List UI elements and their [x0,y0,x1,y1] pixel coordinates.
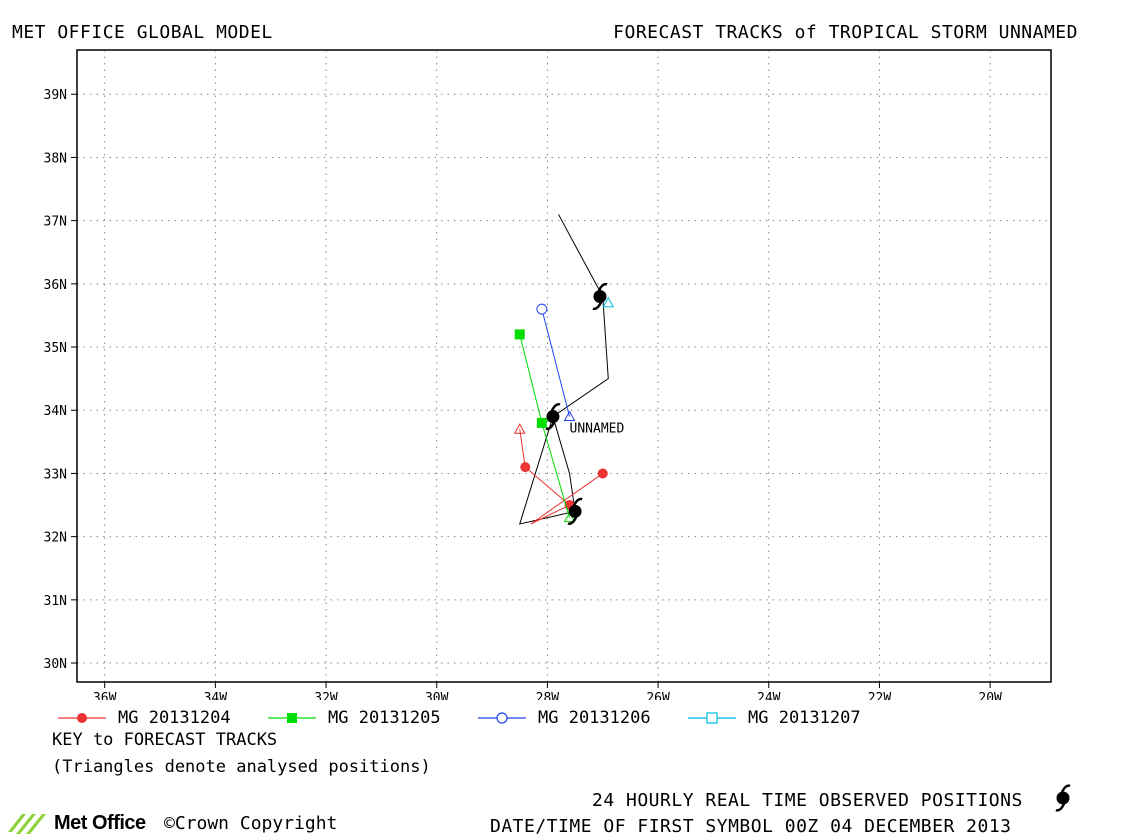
legend-label: MG 20131204 [118,708,231,728]
legend-item-20131205: MG 20131205 [266,708,441,728]
grid-lines [77,50,1051,682]
legend-swatch-cyan-square [688,712,736,724]
copyright: ©Crown Copyright [164,813,338,834]
tick-label-lat: 33N [44,467,67,482]
first-symbol-datetime: DATE/TIME OF FIRST SYMBOL 00Z 04 DECEMBE… [490,816,1012,837]
tick-label-lat: 37N [44,215,67,230]
tick-label-lon: 24W [757,691,781,700]
tick-label-lon: 28W [536,691,560,700]
tick-label-lat: 30N [44,657,67,672]
legend-label: MG 20131206 [538,708,651,728]
analysed-position-triangle [602,296,615,308]
tropical-storm-icon [1054,784,1072,812]
forecast-marker [597,468,608,479]
forecast-marker [536,417,547,428]
met-office-logo-icon [8,814,46,834]
tick-label-lat: 34N [44,404,67,419]
forecast-track-mg-20131207 [602,296,615,308]
legend-item-20131206: MG 20131206 [476,708,651,728]
tick-label-lat: 32N [44,531,67,546]
analysed-position-triangle [513,423,526,434]
legend-item-20131207: MG 20131207 [686,708,861,728]
forecast-track-mg-20131205 [514,329,576,523]
forecast-track-mg-20131204 [513,423,608,525]
tick-label-lat: 38N [44,151,67,166]
observed-positions-note: 24 HOURLY REAL TIME OBSERVED POSITIONS [592,790,1023,811]
analysed-position-triangle [563,511,576,523]
forecast-marker [514,329,525,340]
tick-label-lon: 20W [978,691,1002,700]
axis-ticks: 36W 34W 32W 30W 28W 26W 24W 22W 20W 30N 31N 32N 33N 3… [44,88,1003,700]
header-left-title: MET OFFICE GLOBAL MODEL [12,22,273,43]
tick-label-lat: 39N [44,88,67,103]
logo-text: Met Office [54,811,146,834]
tick-label-lon: 32W [314,691,338,700]
forecast-marker [520,462,531,473]
legend-swatch-red-circle [58,713,106,723]
tick-label-lon: 30W [425,691,449,700]
legend-item-20131204: MG 20131204 [56,708,231,728]
header-right-title: FORECAST TRACKS of TROPICAL STORM UNNAME… [613,22,1078,43]
tick-label-lat: 36N [44,278,67,293]
analysed-position-triangle [563,410,576,422]
legend-label: MG 20131205 [328,708,441,728]
met-office-logo: Met Office [8,810,146,836]
forecast-track-line [541,308,571,417]
legend-swatch-blue-circle [478,712,526,724]
legend-label: MG 20131207 [748,708,861,728]
forecast-marker [536,303,548,315]
observed-track-line [518,214,609,525]
map-frame [76,49,1052,683]
legend-swatch-green-square [268,713,316,723]
forecast-track-mg-20131206 [536,303,576,422]
tick-label-lat: 31N [44,594,67,609]
tropical-storm-icon [591,282,609,311]
key-note: (Triangles denote analysed positions) [52,757,431,777]
forecast-track-map: 36W 34W 32W 30W 28W 26W 24W 22W 20W 30N 31N 32N 33N 3… [44,49,1052,700]
observed-track [518,214,609,525]
tropical-storm-icon [544,402,562,431]
tick-label-lon: 36W [93,691,117,700]
tick-label-lon: 22W [868,691,892,700]
tick-label-lat: 35N [44,341,67,356]
forecast-tracks [513,296,615,525]
tick-label-lon: 34W [204,691,228,700]
observed-positions [544,282,609,525]
storm-label: UNNAMED [570,421,625,436]
tick-label-lon: 26W [646,691,670,700]
key-title: KEY to FORECAST TRACKS [52,730,278,750]
